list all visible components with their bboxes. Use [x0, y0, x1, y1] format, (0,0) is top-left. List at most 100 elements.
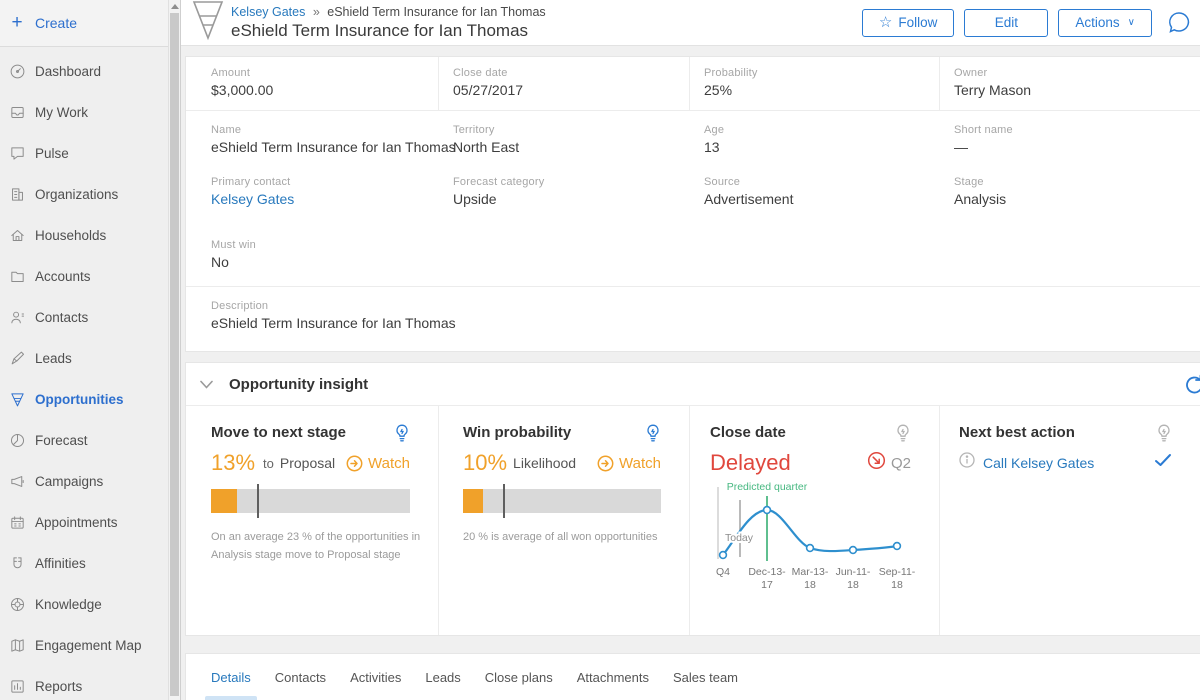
refresh-icon[interactable] [1183, 373, 1200, 397]
field-amount: Amount $3,000.00 [186, 57, 439, 110]
field-value: 13 [704, 139, 720, 155]
field-label: Stage [954, 176, 984, 188]
field-label: Primary contact [211, 176, 291, 188]
lightbulb-icon[interactable] [895, 424, 911, 443]
field-value: Upside [453, 191, 497, 207]
sidebar-item-reports[interactable]: Reports [0, 666, 180, 700]
create-button[interactable]: + Create [0, 0, 180, 47]
breadcrumb-separator: » [312, 4, 320, 19]
sidebar-item-label: Leads [35, 351, 72, 366]
average-marker [256, 484, 259, 518]
tab-details[interactable]: Details [199, 654, 263, 700]
x-tick-label: Q4 [716, 566, 730, 578]
my-work-icon [8, 104, 26, 122]
check-icon[interactable] [1154, 453, 1172, 472]
scrollbar-thumb[interactable] [170, 13, 179, 696]
sidebar-scrollbar[interactable] [168, 0, 180, 700]
field-label: Close date [453, 67, 508, 79]
field-name: Name eShield Term Insurance for Ian Thom… [186, 111, 456, 163]
sidebar-item-label: Dashboard [35, 64, 102, 79]
watch-button[interactable]: Watch [597, 455, 661, 472]
primary-contact-link[interactable]: Kelsey Gates [211, 191, 295, 207]
sidebar-item-affinities[interactable]: Affinities [0, 543, 180, 584]
leads-icon [8, 350, 26, 368]
info-icon[interactable] [959, 452, 975, 473]
chevron-down-icon: ∨ [1127, 17, 1135, 28]
summary-fields-card: Amount $3,000.00 Close date 05/27/2017 P… [185, 56, 1200, 352]
households-icon [8, 227, 26, 245]
sidebar-item-dashboard[interactable]: Dashboard [0, 51, 180, 92]
x-tick-label: 18 [891, 579, 903, 591]
tab-leads[interactable]: Leads [425, 669, 461, 685]
field-stage: Stage Analysis [940, 163, 1200, 219]
predicted-quarter-label: Predicted quarter [727, 481, 808, 493]
card-note: On an average 23 % of the opportunities … [211, 531, 421, 561]
chat-bubble-icon[interactable] [1166, 10, 1192, 36]
tab-sales-team[interactable]: Sales team [672, 669, 739, 685]
field-value: eShield Term Insurance for Ian Thomas [211, 139, 456, 155]
collapse-chevron-icon[interactable] [199, 377, 214, 392]
sidebar-item-pulse[interactable]: Pulse [0, 133, 180, 174]
engagement-map-icon [8, 637, 26, 655]
sidebar-item-knowledge[interactable]: Knowledge [0, 584, 180, 625]
x-tick-label: 17 [761, 579, 773, 591]
page-title: eShield Term Insurance for Ian Thomas [231, 20, 529, 40]
field-label: Probability [704, 67, 758, 79]
knowledge-icon [8, 596, 26, 614]
sidebar-item-engagement-map[interactable]: Engagement Map [0, 625, 180, 666]
opportunities-funnel-icon [8, 391, 26, 409]
lightbulb-icon[interactable] [1156, 424, 1172, 443]
pulse-icon [8, 145, 26, 163]
follow-button[interactable]: ☆ Follow [861, 8, 955, 37]
scrollbar-up-arrow[interactable] [171, 4, 179, 9]
sidebar-item-label: Pulse [35, 146, 69, 161]
field-label: Owner [954, 67, 988, 79]
edit-label: Edit [994, 15, 1019, 30]
edit-button[interactable]: Edit [964, 8, 1049, 37]
progress-fill [463, 489, 483, 513]
field-value: North East [453, 139, 520, 155]
tab-activities[interactable]: Activities [350, 669, 402, 685]
field-close-date: Close date 05/27/2017 [439, 57, 690, 110]
sidebar-item-leads[interactable]: Leads [0, 338, 180, 379]
stage-move-percent: 13% [211, 450, 256, 475]
field-age: Age 13 [690, 111, 940, 163]
tab-close-plans[interactable]: Close plans [484, 669, 553, 685]
summary-row-1: Amount $3,000.00 Close date 05/27/2017 P… [186, 57, 1200, 111]
sidebar-item-organizations[interactable]: Organizations [0, 174, 180, 215]
sidebar-item-households[interactable]: Households [0, 215, 180, 256]
sidebar-item-label: Engagement Map [35, 638, 142, 653]
next-best-action-card: Next best action Call Kelsey Gates [940, 406, 1200, 635]
sidebar-item-my-work[interactable]: My Work [0, 92, 180, 133]
close-date-card: Close date Delayed Q2 [690, 406, 940, 635]
sidebar-item-label: Forecast [35, 433, 88, 448]
field-label: Forecast category [453, 176, 545, 188]
tab-contacts[interactable]: Contacts [274, 669, 327, 685]
sidebar-item-contacts[interactable]: Contacts [0, 297, 180, 338]
sidebar-item-appointments[interactable]: Appointments [0, 502, 180, 543]
record-header: Kelsey Gates » eShield Term Insurance fo… [181, 0, 1200, 46]
likelihood-label: Likelihood [513, 455, 577, 471]
x-tick-label: Mar-13- [792, 566, 829, 578]
reports-icon [8, 678, 26, 696]
field-label: Amount [211, 67, 251, 79]
connector-text: to [263, 455, 274, 471]
predicted-quarter-badge: Q2 [867, 451, 911, 475]
watch-button[interactable]: Watch [346, 455, 410, 472]
lightbulb-icon[interactable] [394, 424, 410, 443]
sidebar-item-accounts[interactable]: Accounts [0, 256, 180, 297]
field-short-name: Short name — [940, 111, 1200, 163]
quarter-label: Q2 [890, 454, 911, 472]
next-best-action-link[interactable]: Call Kelsey Gates [983, 454, 1095, 471]
lightbulb-icon[interactable] [645, 424, 661, 443]
sidebar-item-forecast[interactable]: Forecast [0, 420, 180, 461]
sidebar-item-opportunities[interactable]: Opportunities [0, 379, 180, 420]
field-value: No [211, 254, 229, 270]
sidebar-item-label: My Work [35, 105, 88, 120]
breadcrumb-parent-link[interactable]: Kelsey Gates [231, 4, 306, 19]
actions-button[interactable]: Actions ∨ [1058, 8, 1152, 37]
sidebar-item-campaigns[interactable]: Campaigns [0, 461, 180, 502]
insight-cards-row: Move to next stage 13% to Proposal Watch [186, 406, 1200, 635]
tab-attachments[interactable]: Attachments [576, 669, 649, 685]
field-description: Description eShield Term Insurance for I… [186, 287, 1200, 351]
